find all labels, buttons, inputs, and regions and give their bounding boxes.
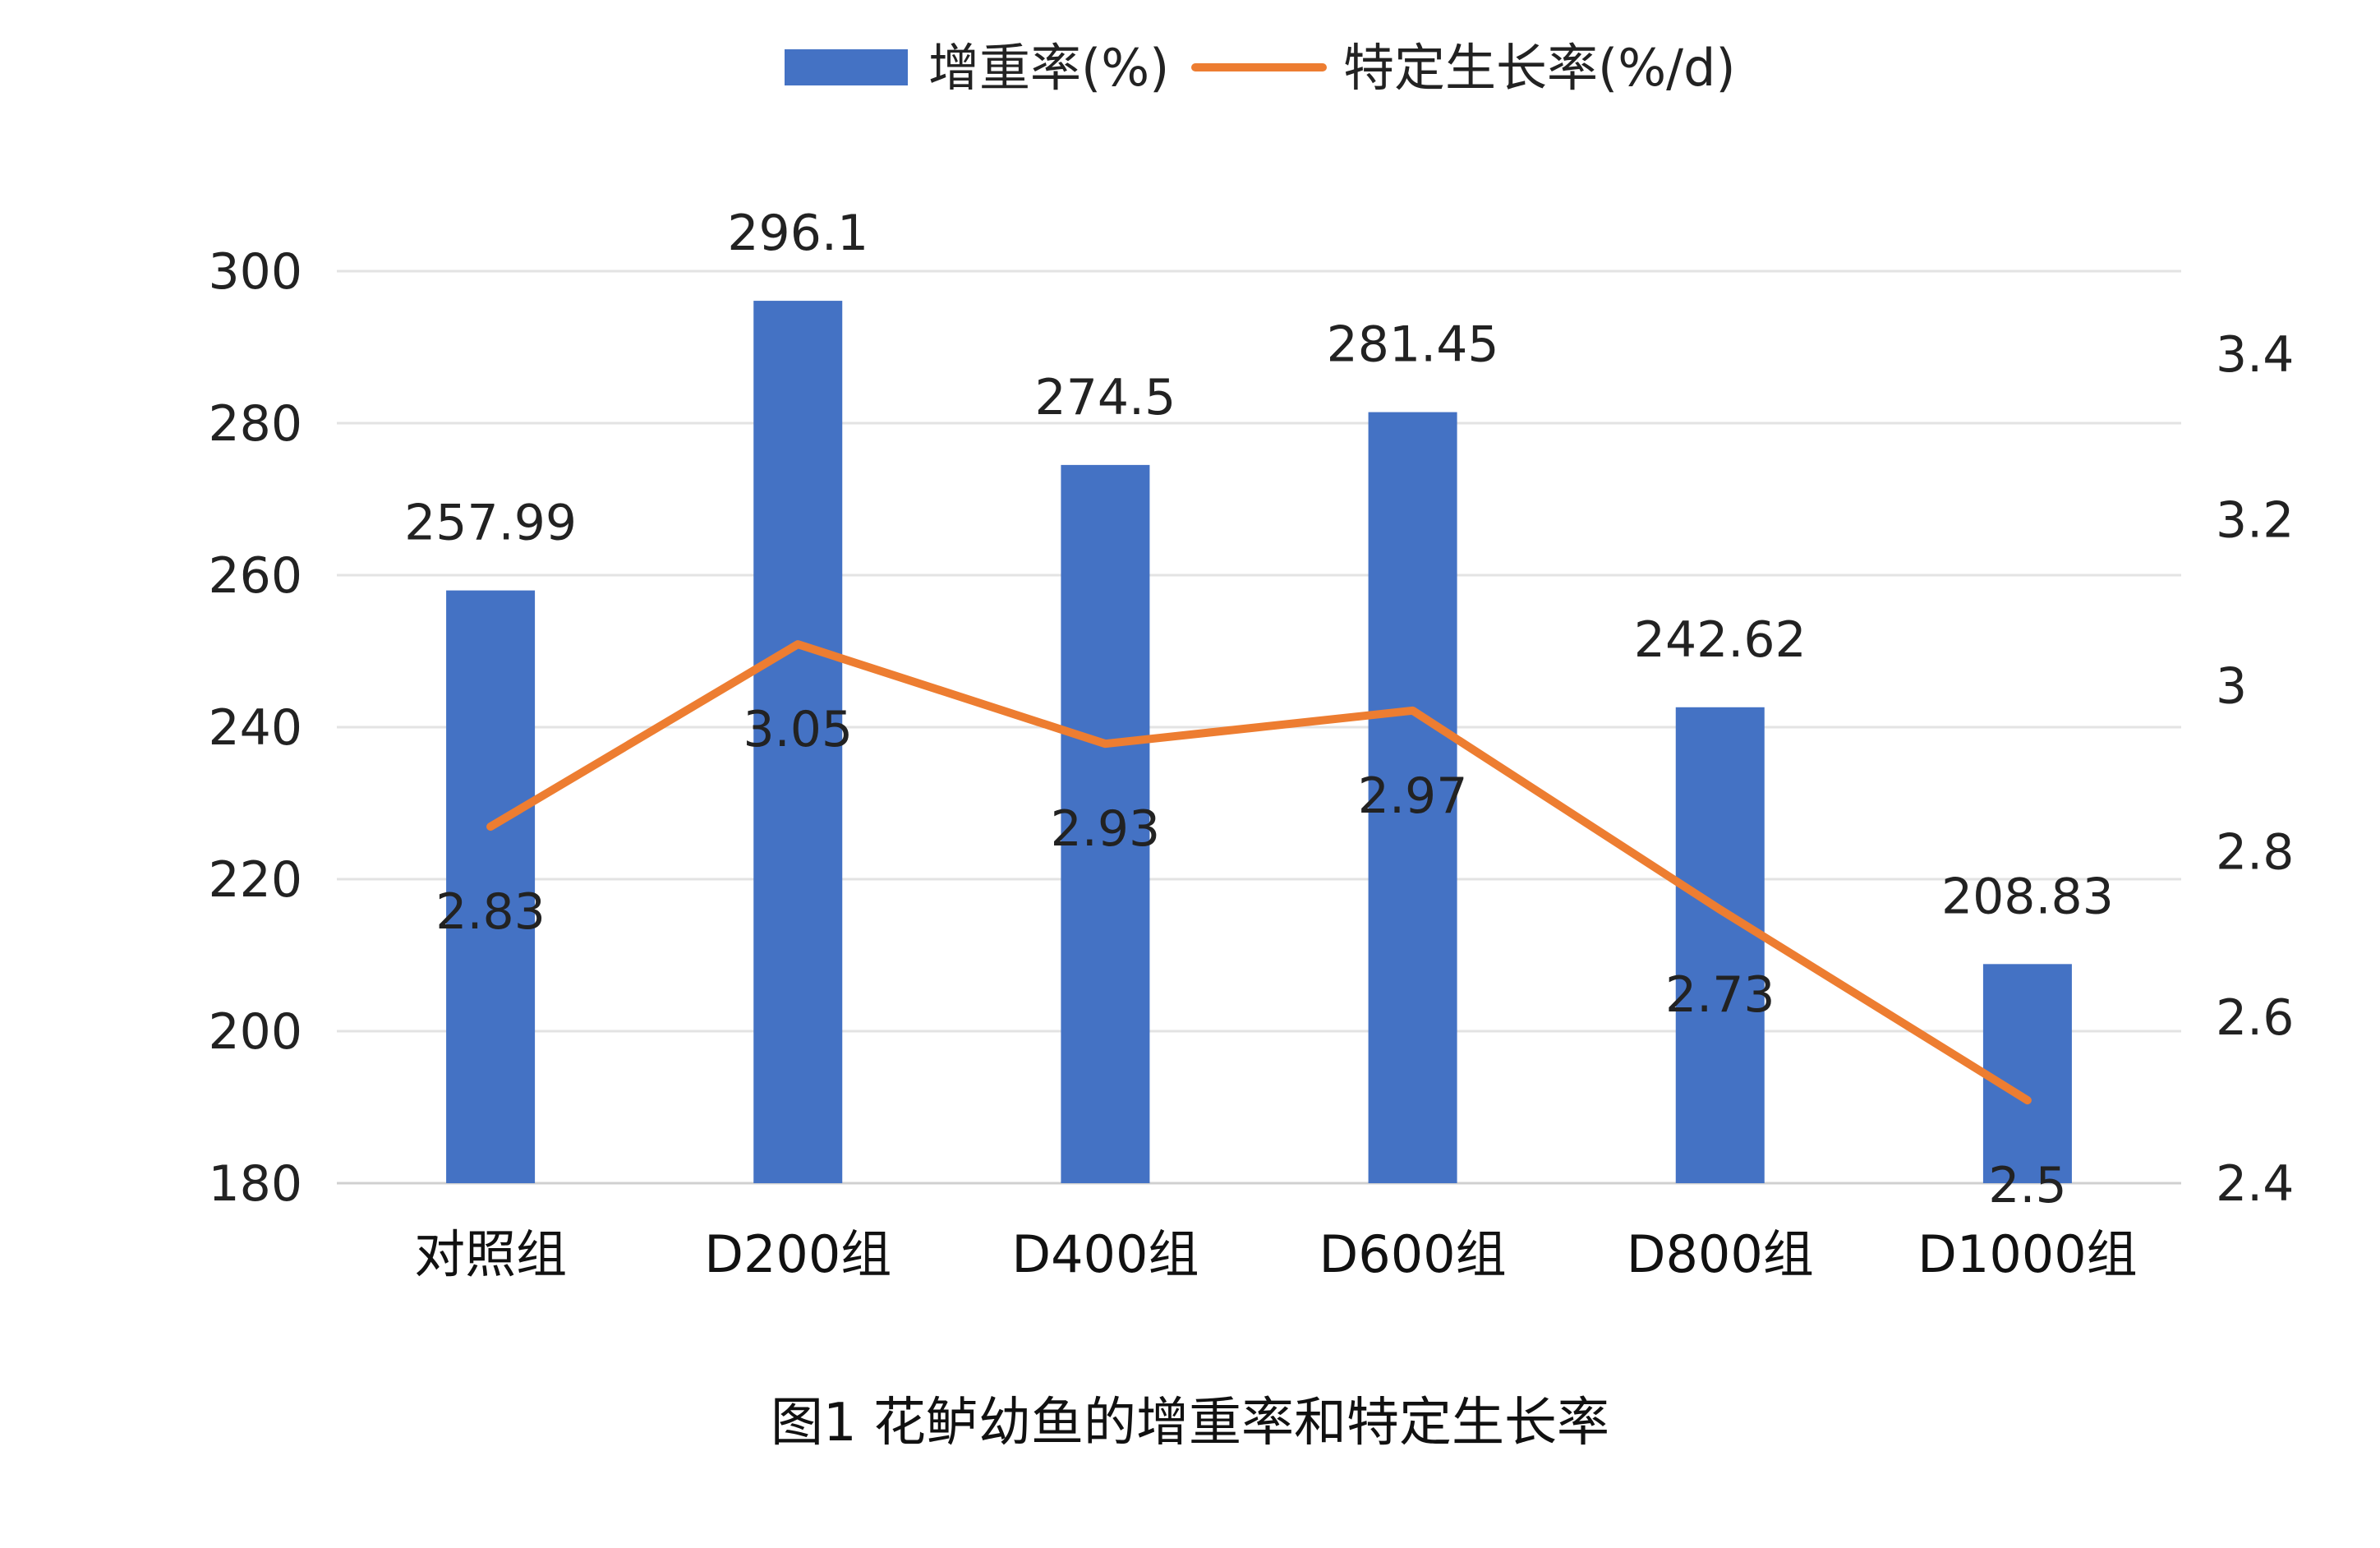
bar-series: [446, 301, 2072, 1184]
left-tick-label: 180: [208, 1155, 302, 1213]
legend-label-bar: 增重率(%): [928, 38, 1169, 98]
bar: [446, 590, 536, 1183]
bar: [1982, 964, 2072, 1183]
bar: [1368, 412, 1457, 1183]
line-value-label: 2.5: [1988, 1157, 2066, 1214]
category-label: D400组: [1011, 1224, 1199, 1284]
left-tick-label: 200: [208, 1003, 302, 1061]
line-value-label: 2.97: [1358, 767, 1468, 825]
bar: [753, 301, 843, 1184]
right-tick-label: 3.4: [2216, 326, 2294, 384]
right-tick-label: 2.6: [2216, 989, 2294, 1047]
left-tick-label: 300: [208, 243, 302, 301]
category-axis: 对照组 D200组 D400组 D600组 D800组 D1000组: [414, 1224, 2138, 1284]
line-value-label: 3.05: [743, 701, 853, 758]
right-axis: 2.4 2.6 2.8 3 3.2 3.4: [2216, 326, 2294, 1213]
left-tick-label: 240: [208, 699, 302, 757]
category-label: D600组: [1319, 1224, 1507, 1284]
right-tick-label: 3.2: [2216, 492, 2294, 550]
line-point: [1410, 707, 1416, 713]
bar-data-labels: 257.99 296.1 274.5 281.45 242.62 208.83: [404, 205, 2114, 925]
line-path: [486, 640, 2032, 1105]
left-tick-label: 280: [208, 395, 302, 453]
left-tick-label: 220: [208, 851, 302, 909]
legend-swatch-bar: [785, 49, 908, 85]
bar-value-label: 281.45: [1327, 316, 1499, 374]
category-label: 对照组: [414, 1224, 567, 1284]
bar: [1061, 464, 1150, 1183]
right-tick-label: 2.4: [2216, 1155, 2294, 1213]
line-point: [1717, 907, 1723, 912]
bar-value-label: 274.5: [1035, 369, 1176, 426]
bar-value-label: 296.1: [727, 205, 868, 262]
bar-value-label: 242.62: [1634, 611, 1807, 669]
line-data-labels: 2.83 3.05 2.93 2.97 2.73 2.5: [435, 701, 2066, 1214]
right-tick-label: 3: [2216, 658, 2247, 716]
category-label: D800组: [1627, 1224, 1814, 1284]
line-value-label: 2.83: [435, 883, 546, 941]
category-label: D200组: [704, 1224, 891, 1284]
legend-label-line: 特定生长率(%/d): [1343, 38, 1736, 98]
bar-value-label: 257.99: [404, 495, 577, 552]
line-value-label: 2.73: [1665, 966, 1775, 1024]
chart-legend: 增重率(%) 特定生长率(%/d): [785, 38, 1736, 98]
left-tick-label: 260: [208, 547, 302, 605]
line-point: [2024, 1098, 2030, 1103]
bar-value-label: 208.83: [1941, 868, 2114, 925]
left-axis: 180 200 220 240 260 280 300: [208, 243, 302, 1213]
line-series: [486, 640, 2032, 1105]
line-value-label: 2.93: [1051, 800, 1161, 858]
right-tick-label: 2.8: [2216, 823, 2294, 881]
category-label: D1000组: [1917, 1224, 2138, 1284]
figure-caption: 图1 花鲈幼鱼的增重率和特定生长率: [770, 1393, 1610, 1454]
line-point: [1103, 741, 1108, 747]
line-point: [488, 824, 494, 830]
bar: [1675, 707, 1765, 1183]
line-point: [795, 642, 801, 647]
